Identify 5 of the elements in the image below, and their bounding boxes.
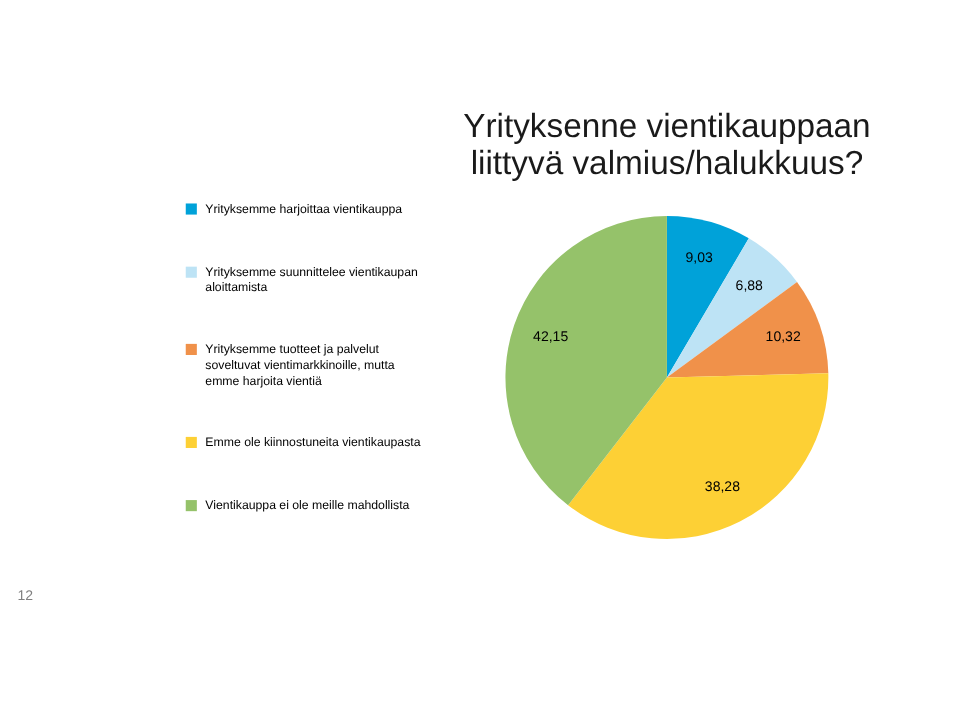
pie-slice	[666, 281, 829, 378]
pie-slice	[666, 238, 798, 378]
chart-title: Yrityksenne vientikauppaan liittyvä valmius/halukkuus?	[463, 107, 871, 182]
pie-slice	[568, 373, 829, 539]
pie-slice	[505, 216, 667, 506]
